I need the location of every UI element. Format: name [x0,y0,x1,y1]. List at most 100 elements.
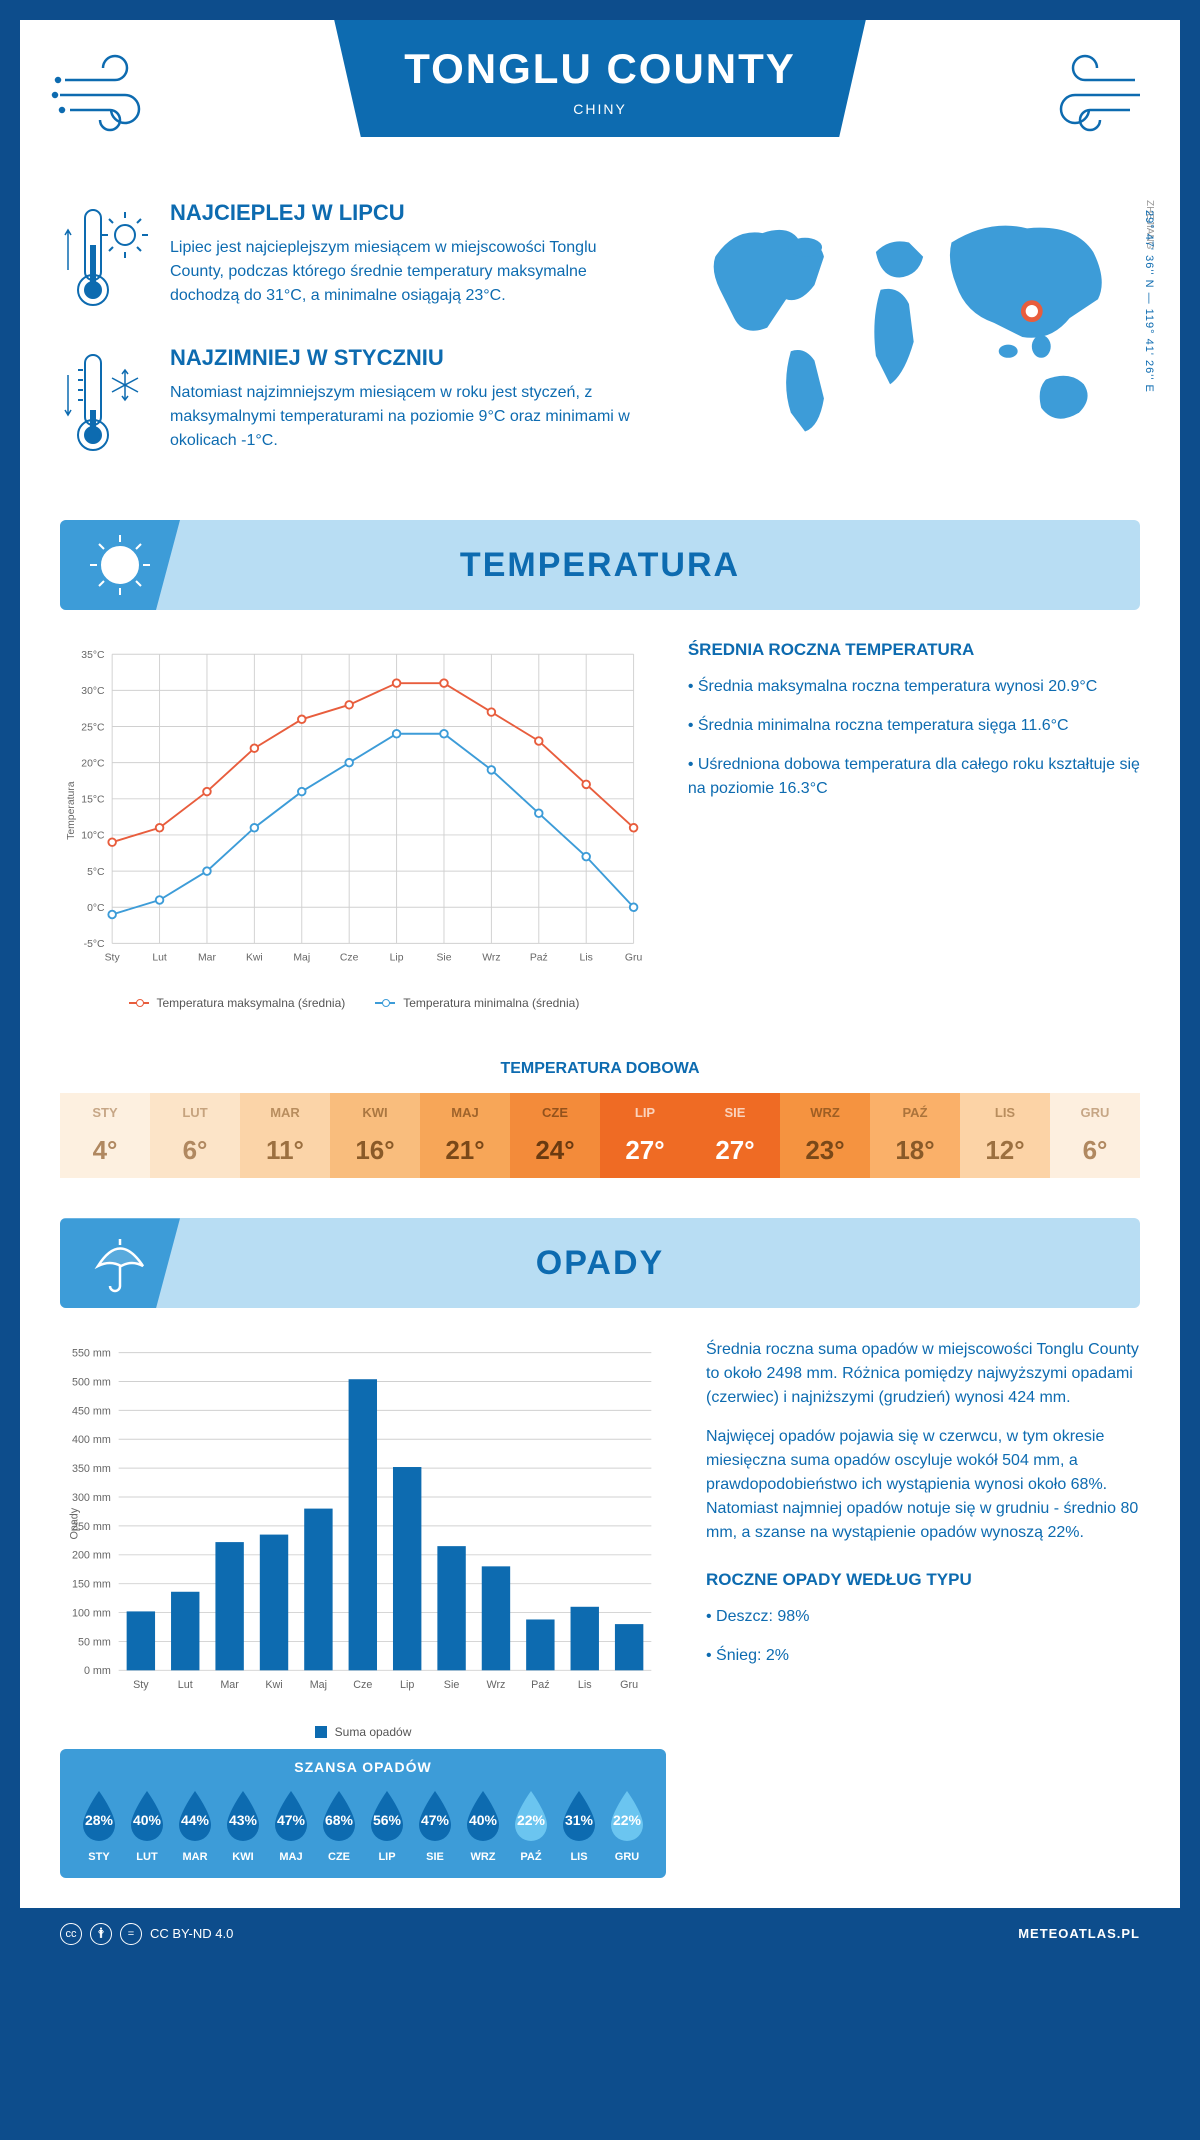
svg-text:Kwi: Kwi [265,1679,282,1691]
rain-chance-drop: 44%MAR [171,1787,219,1863]
precipitation-bar-chart: 0 mm50 mm100 mm150 mm200 mm250 mm300 mm3… [60,1338,666,1709]
rain-chance-drop: 28%STY [75,1787,123,1863]
heat-cell: WRZ23° [780,1093,870,1178]
section-header-temperature: TEMPERATURA [60,520,1140,610]
svg-text:20°C: 20°C [81,758,105,769]
svg-text:0 mm: 0 mm [84,1666,111,1678]
svg-text:Sty: Sty [133,1679,149,1691]
heat-cell: PAŹ18° [870,1093,960,1178]
svg-text:Sie: Sie [444,1679,460,1691]
precip-type-title: ROCZNE OPADY WEDŁUG TYPU [706,1570,1140,1590]
svg-text:Kwi: Kwi [246,952,263,963]
umbrella-icon [88,1231,153,1296]
svg-text:Sty: Sty [105,952,121,963]
svg-text:Lis: Lis [580,952,593,963]
rain-chance-panel: SZANSA OPADÓW 28%STY40%LUT44%MAR43%KWI47… [60,1749,666,1878]
svg-text:Maj: Maj [310,1679,327,1691]
rain-chance-drop: 47%MAJ [267,1787,315,1863]
svg-text:Gru: Gru [620,1679,638,1691]
svg-text:Cze: Cze [340,952,359,963]
svg-text:Lis: Lis [578,1679,592,1691]
temp-info-title: ŚREDNIA ROCZNA TEMPERATURA [688,640,1140,660]
svg-text:450 mm: 450 mm [72,1406,111,1418]
daily-temperature-heatmap: STY4°LUT6°MAR11°KWI16°MAJ21°CZE24°LIP27°… [60,1093,1140,1178]
svg-text:10°C: 10°C [81,831,105,842]
svg-text:0°C: 0°C [87,903,105,914]
rain-chance-drop: 31%LIS [555,1787,603,1863]
location-marker [1023,303,1040,320]
svg-text:50 mm: 50 mm [78,1637,111,1649]
coldest-text: Natomiast najzimniejszym miesiącem w rok… [170,381,638,453]
svg-text:Sie: Sie [436,952,451,963]
svg-text:35°C: 35°C [81,650,105,661]
heat-cell: LIP27° [600,1093,690,1178]
svg-text:15°C: 15°C [81,795,105,806]
svg-text:Lip: Lip [400,1679,414,1691]
world-map [668,200,1141,465]
svg-text:Wrz: Wrz [487,1679,506,1691]
heat-cell: GRU6° [1050,1093,1140,1178]
by-icon: 🛉 [90,1923,112,1945]
heat-cell: MAJ21° [420,1093,510,1178]
svg-text:350 mm: 350 mm [72,1463,111,1475]
sun-icon [85,530,155,600]
warmest-title: NAJCIEPLEJ W LIPCU [170,200,638,226]
thermometer-hot-icon [60,200,150,320]
heatmap-title: TEMPERATURA DOBOWA [20,1060,1180,1078]
heat-cell: KWI16° [330,1093,420,1178]
heat-cell: STY4° [60,1093,150,1178]
svg-text:Paź: Paź [531,1679,550,1691]
wind-icon [50,50,170,140]
rain-chance-drop: 22%GRU [603,1787,651,1863]
coldest-title: NAJZIMNIEJ W STYCZNIU [170,345,638,371]
cc-icon: cc [60,1923,82,1945]
svg-text:Temperatura: Temperatura [66,781,77,840]
svg-text:100 mm: 100 mm [72,1608,111,1620]
svg-text:Maj: Maj [293,952,310,963]
svg-text:Mar: Mar [198,952,216,963]
rain-chance-drop: 68%CZE [315,1787,363,1863]
svg-text:Opady: Opady [69,1508,81,1540]
svg-text:300 mm: 300 mm [72,1492,111,1504]
header: TONGLU COUNTY CHINY [20,20,1180,180]
svg-text:Lip: Lip [390,952,404,963]
svg-text:Mar: Mar [220,1679,239,1691]
heat-cell: LUT6° [150,1093,240,1178]
svg-text:400 mm: 400 mm [72,1435,111,1447]
svg-text:500 mm: 500 mm [72,1377,111,1389]
footer: cc 🛉 = CC BY-ND 4.0 METEOATLAS.PL [20,1908,1180,1960]
svg-text:Lut: Lut [152,952,167,963]
svg-text:Gru: Gru [625,952,643,963]
temperature-line-chart: -5°C 0°C 5°C 10°C 15°C 20°C 25°C 30°C 35°C Sty Lut… [60,640,648,981]
heat-cell: CZE24° [510,1093,600,1178]
section-header-precipitation: OPADY [60,1218,1140,1308]
page-subtitle: CHINY [404,101,796,117]
heat-cell: LIS12° [960,1093,1050,1178]
nd-icon: = [120,1923,142,1945]
svg-text:150 mm: 150 mm [72,1579,111,1591]
rain-chance-drop: 47%SIE [411,1787,459,1863]
svg-text:550 mm: 550 mm [72,1348,111,1360]
rain-chance-drop: 22%PAŹ [507,1787,555,1863]
warmest-text: Lipiec jest najcieplejszym miesiącem w m… [170,236,638,308]
wind-icon [1030,50,1150,140]
svg-text:200 mm: 200 mm [72,1550,111,1562]
svg-text:30°C: 30°C [81,686,105,697]
heat-cell: MAR11° [240,1093,330,1178]
svg-text:Lut: Lut [178,1679,193,1691]
svg-text:-5°C: -5°C [84,939,105,950]
svg-text:5°C: 5°C [87,867,105,878]
thermometer-cold-icon [60,345,150,465]
rain-chance-drop: 43%KWI [219,1787,267,1863]
site-name: METEOATLAS.PL [1018,1926,1140,1941]
svg-text:Paź: Paź [530,952,548,963]
heat-cell: SIE27° [690,1093,780,1178]
coordinates: 29° 47' 36'' N — 119° 41' 26'' E [1143,210,1155,393]
svg-text:25°C: 25°C [81,722,105,733]
svg-text:Cze: Cze [353,1679,372,1691]
svg-text:Wrz: Wrz [482,952,500,963]
rain-chance-drop: 56%LIP [363,1787,411,1863]
rain-chance-drop: 40%WRZ [459,1787,507,1863]
rain-chance-drop: 40%LUT [123,1787,171,1863]
page-title: TONGLU COUNTY [404,45,796,93]
